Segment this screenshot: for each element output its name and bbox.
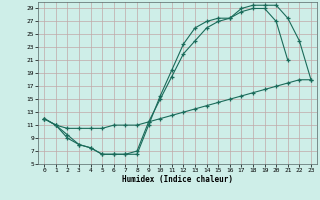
X-axis label: Humidex (Indice chaleur): Humidex (Indice chaleur) — [122, 175, 233, 184]
